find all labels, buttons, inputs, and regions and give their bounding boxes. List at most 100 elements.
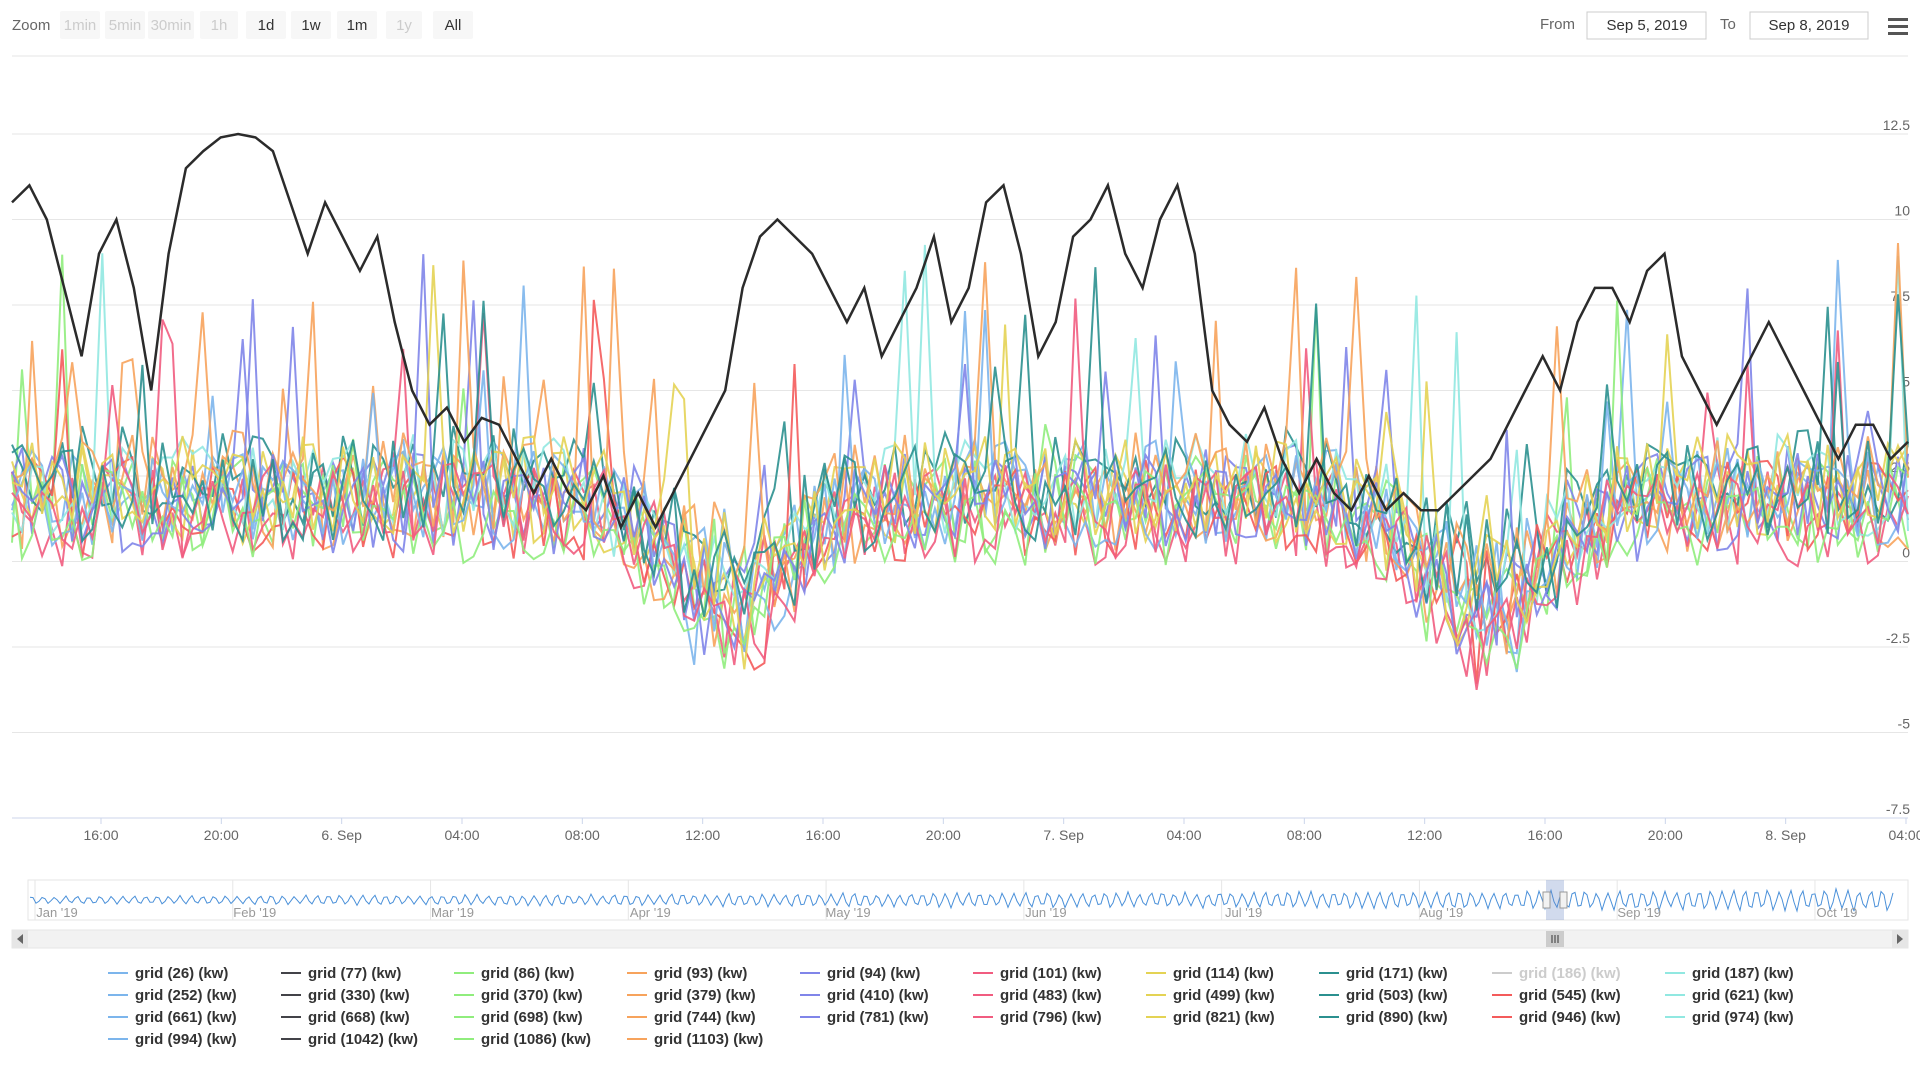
scroll-left-arrow-icon bbox=[17, 934, 23, 944]
zoom-button-label: 1d bbox=[258, 17, 275, 34]
legend: grid (26) (kw) grid (77) (kw) grid (86) (k… bbox=[108, 965, 1794, 1048]
legend-item[interactable]: grid (379) (kw) bbox=[627, 987, 756, 1004]
zoom-button-1d[interactable]: 1d bbox=[246, 11, 286, 39]
navigator-handle-right[interactable] bbox=[1559, 891, 1568, 909]
zoom-button-label: 1min bbox=[64, 17, 97, 34]
zoom-button-bg bbox=[433, 11, 473, 39]
navigator-handle-left[interactable] bbox=[1542, 891, 1551, 909]
y-tick-label: 5 bbox=[1902, 374, 1910, 390]
zoom-button-label: 30min bbox=[151, 17, 192, 34]
range-selector: Zoom 1min 5min 30min 1h 1d 1w 1m 1y All From Sep… bbox=[12, 11, 1908, 40]
x-tick-label: 20:00 bbox=[204, 827, 239, 843]
zoom-button-bg bbox=[105, 11, 145, 39]
legend-item[interactable]: grid (1042) (kw) bbox=[281, 1031, 418, 1048]
legend-item[interactable]: grid (483) (kw) bbox=[973, 987, 1102, 1004]
y-tick-label: 10 bbox=[1894, 203, 1910, 219]
legend-label: grid (661) (kw) bbox=[135, 1009, 237, 1026]
legend-item[interactable]: grid (86) (kw) bbox=[454, 965, 574, 982]
legend-item[interactable]: grid (621) (kw) bbox=[1665, 987, 1794, 1004]
scrollbar-track[interactable] bbox=[11, 929, 1909, 949]
from-date-value: Sep 5, 2019 bbox=[1607, 17, 1688, 34]
legend-item[interactable]: grid (370) (kw) bbox=[454, 987, 583, 1004]
legend-item[interactable]: grid (946) (kw) bbox=[1492, 1009, 1621, 1026]
legend-item[interactable]: grid (114) (kw) bbox=[1146, 965, 1274, 982]
to-date-input[interactable] bbox=[1749, 11, 1869, 40]
navigator-label: Jan '19 bbox=[36, 905, 78, 920]
series-line bbox=[11, 298, 1909, 691]
y-tick-label: -5 bbox=[1898, 716, 1911, 732]
x-tick-label: 6. Sep bbox=[321, 827, 362, 843]
legend-item[interactable]: grid (101) (kw) bbox=[973, 965, 1102, 982]
y-tick-label: 0 bbox=[1902, 545, 1910, 561]
legend-item[interactable]: grid (545) (kw) bbox=[1492, 987, 1621, 1004]
zoom-button-All[interactable]: All bbox=[433, 11, 473, 39]
legend-item[interactable]: grid (503) (kw) bbox=[1319, 987, 1448, 1004]
legend-item[interactable]: grid (661) (kw) bbox=[108, 1009, 237, 1026]
navigator-label: Apr '19 bbox=[630, 905, 671, 920]
x-tick-label: 16:00 bbox=[805, 827, 840, 843]
legend-label: grid (86) (kw) bbox=[481, 965, 574, 982]
legend-label: grid (499) (kw) bbox=[1173, 987, 1275, 1004]
legend-label: grid (483) (kw) bbox=[1000, 987, 1102, 1004]
series-layer bbox=[11, 132, 1909, 691]
legend-label: grid (186) (kw) bbox=[1519, 965, 1621, 982]
legend-item[interactable]: grid (781) (kw) bbox=[800, 1009, 929, 1026]
zoom-button-bg bbox=[200, 11, 238, 39]
navigator-label: Jul '19 bbox=[1225, 905, 1262, 920]
legend-item[interactable]: grid (974) (kw) bbox=[1665, 1009, 1794, 1026]
legend-item[interactable]: grid (744) (kw) bbox=[627, 1009, 756, 1026]
legend-item[interactable]: grid (93) (kw) bbox=[627, 965, 747, 982]
legend-item[interactable]: grid (1086) (kw) bbox=[454, 1031, 591, 1048]
navigator-label: May '19 bbox=[826, 905, 871, 920]
x-tick-label: 04:00 bbox=[444, 827, 479, 843]
legend-label: grid (621) (kw) bbox=[1692, 987, 1794, 1004]
zoom-button-1m[interactable]: 1m bbox=[337, 11, 377, 39]
zoom-button-5min: 5min bbox=[105, 11, 145, 39]
legend-item[interactable]: grid (796) (kw) bbox=[973, 1009, 1102, 1026]
legend-item[interactable]: grid (186) (kw) bbox=[1492, 965, 1621, 982]
zoom-buttons: 1min 5min 30min 1h 1d 1w 1m 1y All bbox=[60, 11, 473, 39]
scrollbar[interactable] bbox=[11, 929, 1909, 949]
legend-item[interactable]: grid (171) (kw) bbox=[1319, 965, 1448, 982]
from-label: From bbox=[1540, 16, 1575, 33]
legend-item[interactable]: grid (26) (kw) bbox=[108, 965, 228, 982]
zoom-button-30min: 30min bbox=[148, 11, 194, 39]
legend-label: grid (974) (kw) bbox=[1692, 1009, 1794, 1026]
legend-label: grid (781) (kw) bbox=[827, 1009, 929, 1026]
legend-item[interactable]: grid (187) (kw) bbox=[1665, 965, 1794, 982]
zoom-button-1w[interactable]: 1w bbox=[291, 11, 331, 39]
series-line bbox=[11, 254, 1909, 655]
navigator-selection[interactable] bbox=[1546, 880, 1564, 920]
series-line-dark bbox=[11, 132, 1909, 531]
legend-item[interactable]: grid (994) (kw) bbox=[108, 1031, 237, 1048]
from-date-input[interactable] bbox=[1586, 11, 1707, 40]
navigator-labels: Jan '19 Feb '19 Mar '19 Apr '19 May '19 Jun '… bbox=[36, 905, 1857, 920]
x-tick-label: 08:00 bbox=[1287, 827, 1322, 843]
legend-item[interactable]: grid (1103) (kw) bbox=[627, 1031, 763, 1048]
legend-item[interactable]: grid (410) (kw) bbox=[800, 987, 929, 1004]
legend-item[interactable]: grid (252) (kw) bbox=[108, 987, 237, 1004]
x-tick-label: 16:00 bbox=[1527, 827, 1562, 843]
navigator-frame bbox=[27, 879, 1909, 921]
x-tick-label: 20:00 bbox=[926, 827, 961, 843]
x-tick-label: 04:00 bbox=[1166, 827, 1201, 843]
legend-label: grid (370) (kw) bbox=[481, 987, 583, 1004]
legend-item[interactable]: grid (77) (kw) bbox=[281, 965, 401, 982]
legend-item[interactable]: grid (821) (kw) bbox=[1146, 1009, 1275, 1026]
legend-item[interactable]: grid (499) (kw) bbox=[1146, 987, 1275, 1004]
x-tick-label: 16:00 bbox=[83, 827, 118, 843]
legend-label: grid (994) (kw) bbox=[135, 1031, 237, 1048]
legend-item[interactable]: grid (94) (kw) bbox=[800, 965, 920, 982]
legend-label: grid (1042) (kw) bbox=[308, 1031, 418, 1048]
navigator[interactable]: Jan '19 Feb '19 Mar '19 Apr '19 May '19 Jun '… bbox=[27, 879, 1909, 921]
x-tick-label: 20:00 bbox=[1648, 827, 1683, 843]
legend-item[interactable]: grid (890) (kw) bbox=[1319, 1009, 1448, 1026]
legend-item[interactable]: grid (668) (kw) bbox=[281, 1009, 410, 1026]
zoom-button-bg bbox=[291, 11, 331, 39]
y-tick-label: -7.5 bbox=[1886, 801, 1910, 817]
legend-item[interactable]: grid (698) (kw) bbox=[454, 1009, 583, 1026]
legend-item[interactable]: grid (330) (kw) bbox=[281, 987, 410, 1004]
hamburger-menu-icon[interactable] bbox=[1888, 18, 1908, 35]
